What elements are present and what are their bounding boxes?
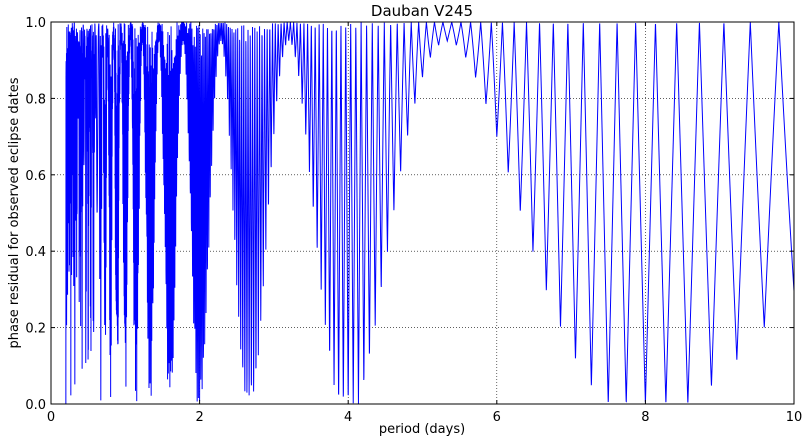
axis-ticks: 0 2 4 6 8 10 0.0 0.2 0.4 0.6 0.8 1.0 <box>25 16 802 425</box>
plot-area <box>65 22 794 404</box>
chart-title: Dauban V245 <box>371 2 473 20</box>
y-tick-label: 0.6 <box>25 169 46 184</box>
y-tick-label: 0.4 <box>25 245 46 260</box>
x-tick-label: 6 <box>493 410 501 425</box>
x-tick-label: 10 <box>786 410 803 425</box>
x-tick-label: 4 <box>344 410 352 425</box>
x-tick-label: 0 <box>47 410 55 425</box>
x-tick-label: 2 <box>195 410 203 425</box>
y-tick-label: 0.8 <box>25 92 46 107</box>
y-tick-label: 0.0 <box>25 398 46 413</box>
x-tick-label: 8 <box>641 410 649 425</box>
plot-frame <box>50 21 795 405</box>
y-axis-label: phase residual for observed eclipse date… <box>7 77 22 348</box>
y-tick-label: 0.2 <box>25 322 46 337</box>
y-tick-label: 1.0 <box>25 16 46 31</box>
x-axis-label: period (days) <box>379 422 465 437</box>
series-line <box>65 22 794 404</box>
